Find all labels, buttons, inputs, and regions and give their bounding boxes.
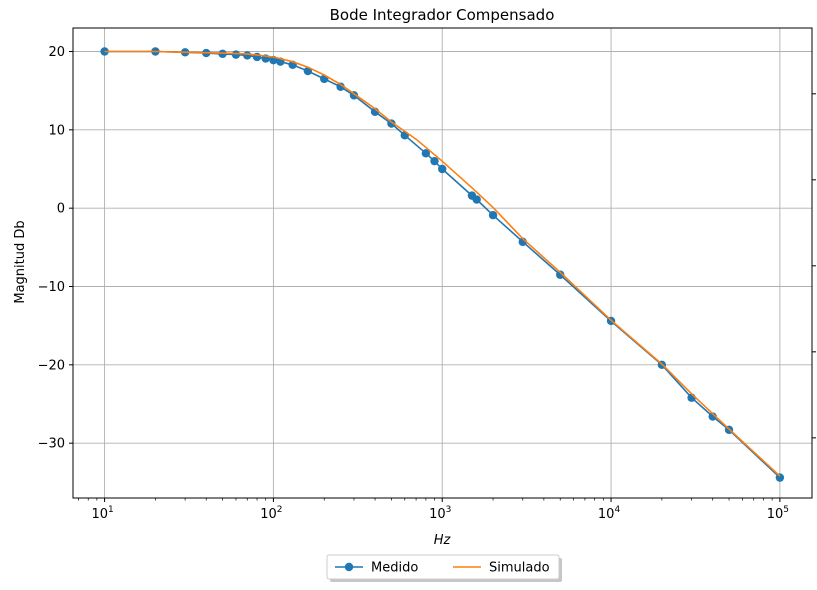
- y-axis-label: Magnitud Db: [13, 220, 28, 303]
- series-point-medido: [556, 270, 565, 279]
- series-point-medido: [421, 149, 431, 158]
- x-axis-label: Hz: [434, 533, 452, 548]
- y-tick-label: −30: [38, 437, 65, 452]
- legend-marker-medido: [344, 562, 354, 572]
- x-tick-exponent: 2: [277, 505, 283, 515]
- x-tick-exponent: 1: [108, 505, 114, 515]
- legend: Medido Simulado: [326, 554, 562, 582]
- x-tick-label: 104: [598, 505, 621, 522]
- chart-title: Bode Integrador Compensado: [330, 6, 555, 24]
- x-tick-exponent: 5: [783, 505, 789, 515]
- series-layer: [100, 47, 785, 482]
- x-axis: 101 102 103 104 105: [78, 498, 789, 522]
- series-line-simulado: [104, 50, 781, 477]
- y-tick-label: 20: [48, 45, 65, 60]
- right-axis-ticks: [812, 93, 816, 439]
- series-point-medido: [430, 156, 439, 166]
- legend-box: [326, 554, 560, 580]
- y-axis: 20 10 0 −10 −20 −30: [38, 45, 73, 452]
- x-tick-label: 105: [767, 505, 789, 522]
- x-tick-label: 103: [429, 505, 451, 522]
- series-point-medido: [472, 195, 481, 204]
- x-tick-label: 101: [91, 505, 113, 522]
- series-point-medido: [775, 473, 785, 482]
- y-tick-label: 0: [57, 202, 65, 217]
- y-tick-label: 10: [48, 123, 65, 138]
- series-point-medido: [387, 119, 396, 128]
- series-point-medido: [243, 51, 252, 60]
- series-point-medido: [231, 50, 241, 59]
- x-tick-label: 102: [260, 505, 282, 522]
- x-tick-exponent: 3: [446, 505, 452, 515]
- series-point-medido: [336, 82, 345, 91]
- series-point-medido: [488, 211, 498, 220]
- series-point-medido: [708, 412, 717, 421]
- y-tick-label: −10: [38, 280, 65, 295]
- series-point-medido: [400, 131, 409, 140]
- y-tick-label: −20: [38, 358, 65, 373]
- grid: [73, 28, 812, 498]
- series-point-medido: [100, 47, 109, 56]
- legend-label-medido: Medido: [371, 561, 418, 576]
- legend-label-simulado: Simulado: [489, 561, 550, 576]
- x-tick-exponent: 4: [614, 505, 620, 515]
- series-point-medido: [438, 164, 447, 174]
